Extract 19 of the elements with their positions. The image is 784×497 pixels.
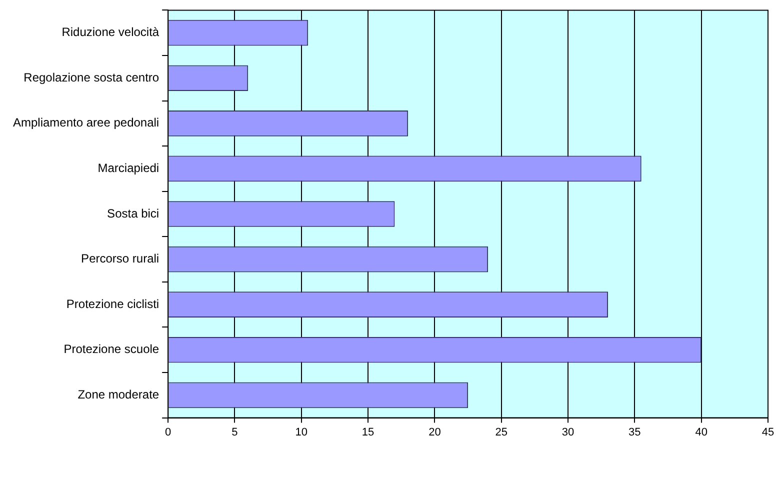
y-tick-label: Regolazione sosta centro bbox=[24, 70, 160, 84]
x-tick-label: 20 bbox=[428, 426, 441, 438]
x-tick-label: 0 bbox=[165, 426, 172, 438]
x-tick-label: 25 bbox=[495, 426, 508, 438]
y-tick-label: Sosta bici bbox=[107, 206, 160, 220]
x-tick-label: 35 bbox=[628, 426, 641, 438]
x-tick-label: 30 bbox=[562, 426, 574, 438]
x-tick-label: 45 bbox=[762, 426, 774, 438]
y-tick-label: Ampliamento aree pedonali bbox=[13, 116, 160, 130]
x-tick-label: 5 bbox=[232, 426, 238, 438]
x-tick-label: 40 bbox=[695, 426, 708, 438]
y-tick-label: Marciapiedi bbox=[98, 161, 160, 176]
y-tick-label: Zone moderate bbox=[78, 387, 160, 402]
y-tick-label: Protezione ciclisti bbox=[66, 296, 160, 311]
x-tick-label: 15 bbox=[362, 426, 374, 438]
x-tick-label: 10 bbox=[295, 426, 308, 438]
y-tick-label: Protezione scuole bbox=[64, 342, 160, 356]
y-tick-label: Percorso rurali bbox=[81, 252, 160, 266]
y-tick-label: Riduzione velocità bbox=[62, 25, 160, 40]
